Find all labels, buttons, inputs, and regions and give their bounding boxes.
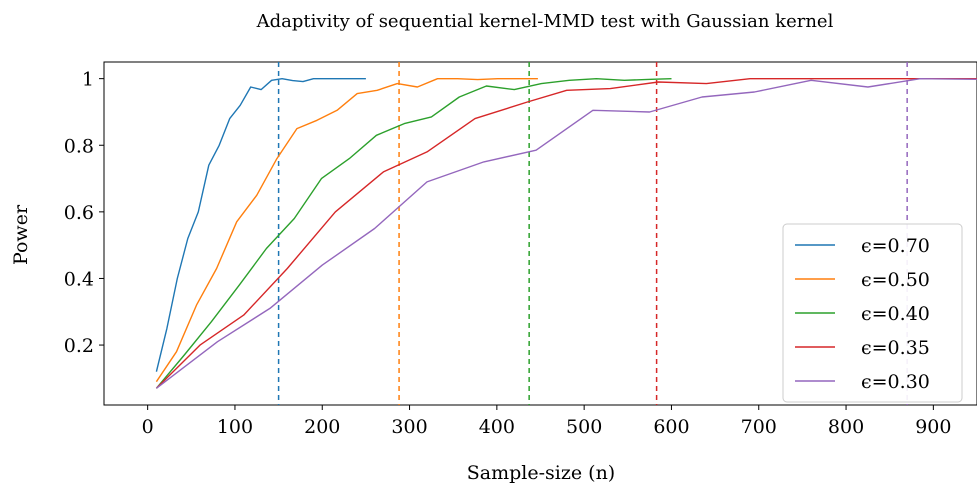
x-tick-label-9: 900 bbox=[915, 416, 951, 438]
legend-box bbox=[782, 223, 963, 403]
legend-label-3: ϵ=0.35 bbox=[861, 337, 930, 359]
y-tick-label-2: 0.6 bbox=[64, 202, 94, 224]
legend-label-4: ϵ=0.30 bbox=[861, 371, 930, 393]
x-tick-label-8: 800 bbox=[828, 416, 864, 438]
x-tick-label-6: 600 bbox=[653, 416, 689, 438]
x-tick-label-1: 100 bbox=[217, 416, 253, 438]
x-tick-label-2: 200 bbox=[304, 416, 340, 438]
x-tick-label-3: 300 bbox=[391, 416, 427, 438]
series-line-3 bbox=[155, 77, 977, 389]
y-tick-label-0: 0.2 bbox=[64, 335, 94, 357]
x-tick-label-0: 0 bbox=[142, 416, 154, 438]
x-tick-label-7: 700 bbox=[741, 416, 777, 438]
x-tick-label-5: 500 bbox=[566, 416, 602, 438]
series-line-4 bbox=[155, 77, 977, 389]
x-axis-label: Sample-size (n) bbox=[467, 462, 615, 484]
x-tick-label-4: 400 bbox=[479, 416, 515, 438]
series-line-1 bbox=[155, 77, 538, 383]
x-axis-ticks: 0 100 200 300 400 500 600 700 800 900 bbox=[142, 405, 951, 438]
y-tick-label-4: 1 bbox=[82, 69, 94, 91]
plot-frame bbox=[103, 61, 977, 406]
chart-title: Adaptivity of sequential kernel-MMD test… bbox=[256, 11, 834, 32]
legend-label-2: ϵ=0.40 bbox=[861, 303, 930, 325]
legend-label-0: ϵ=0.70 bbox=[861, 235, 930, 257]
series-line-2 bbox=[155, 77, 672, 389]
y-axis-ticks: 0.2 0.4 0.6 0.8 1 bbox=[64, 69, 104, 357]
series-line-0 bbox=[155, 77, 366, 372]
legend: ϵ=0.70 ϵ=0.50 ϵ=0.40 ϵ=0.35 ϵ=0.30 bbox=[782, 223, 963, 403]
plot-layer bbox=[155, 62, 977, 405]
y-tick-label-3: 0.8 bbox=[64, 135, 94, 157]
y-axis-label: Power bbox=[10, 204, 32, 265]
legend-label-1: ϵ=0.50 bbox=[861, 269, 930, 291]
y-tick-label-1: 0.4 bbox=[64, 268, 94, 290]
plot-area bbox=[155, 62, 977, 405]
